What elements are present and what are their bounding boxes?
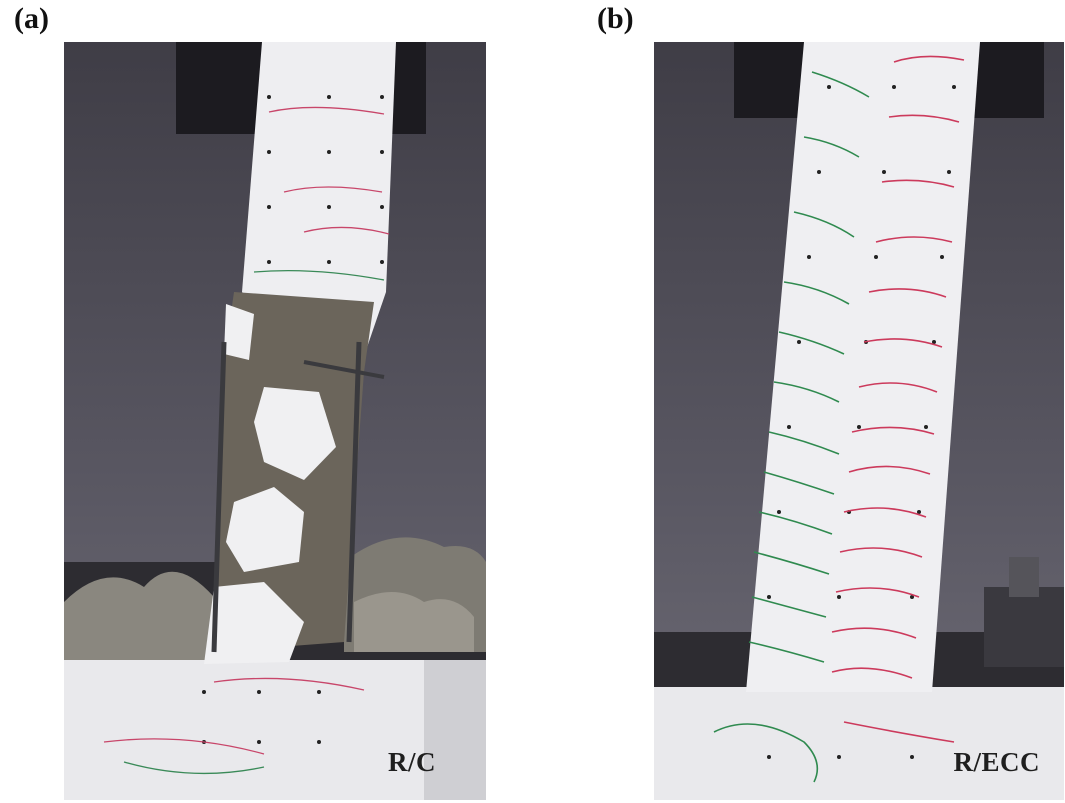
rc-column-photo: R/C — [64, 42, 486, 800]
panel-a-label: (a) — [14, 2, 49, 35]
panel-b-label: (b) — [597, 2, 634, 35]
recc-specimen-caption: R/ECC — [953, 747, 1040, 777]
rc-specimen-caption: R/C — [388, 747, 436, 777]
recc-column-photo: R/ECC — [654, 42, 1064, 800]
